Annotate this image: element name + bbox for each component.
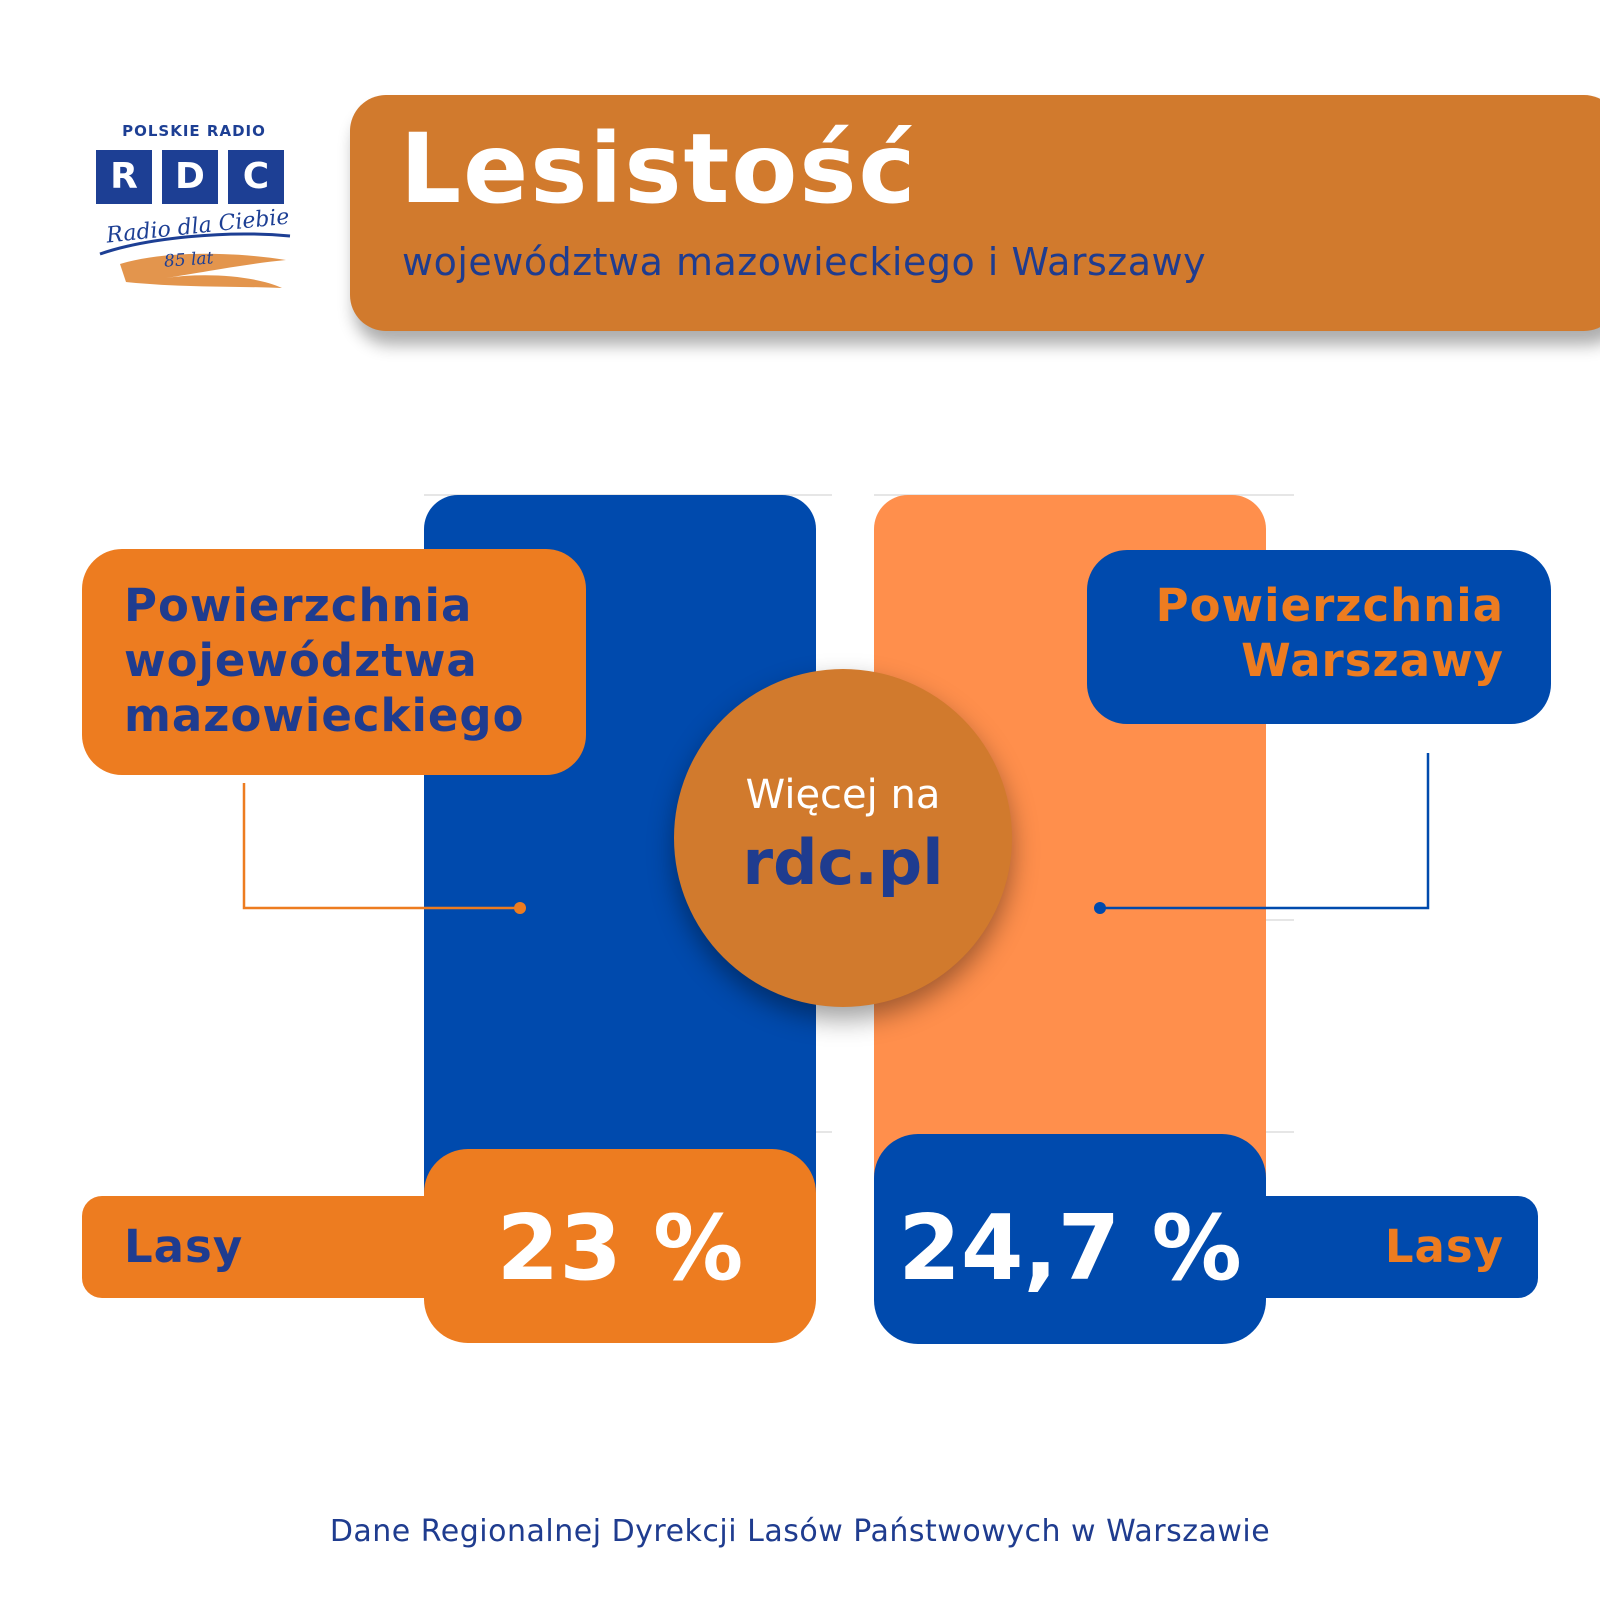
header-banner (350, 95, 1600, 331)
category-label-left-line2: województwa (124, 634, 478, 687)
rdc-logo: POLSKIE RADIO R D C Radio dla Ciebie 85 … (96, 122, 296, 312)
data-label-right: 24,7 % (898, 1196, 1242, 1301)
category-label-box-right (1087, 550, 1551, 724)
promo-line1: Więcej na (745, 772, 941, 818)
logo-top-text: POLSKIE RADIO (122, 122, 266, 140)
logo-letter-r: R (96, 150, 152, 204)
connector-right (1100, 753, 1430, 910)
legend-label-left: Lasy (124, 1220, 244, 1273)
forest-value-box-right (874, 1134, 1266, 1344)
category-label-right-line1: Powierzchnia (1155, 579, 1504, 632)
page-title: Lesistość (400, 113, 918, 225)
connector-left-dot (514, 902, 526, 914)
logo-letter-d: D (162, 150, 218, 204)
forest-value-box-left (424, 1149, 816, 1343)
category-label-left: Powierzchnia województwa mazowieckiego (124, 578, 584, 743)
promo-circle[interactable] (674, 669, 1012, 1007)
connector-left (242, 783, 520, 910)
logo-brush-icon (99, 232, 291, 288)
page-subtitle: województwa mazowieckiego i Warszawy (402, 240, 1207, 284)
category-label-box-left (82, 549, 586, 775)
promo-link[interactable]: rdc.pl (742, 826, 944, 899)
connector-right-dot (1094, 902, 1106, 914)
source-note: Dane Regionalnej Dyrekcji Lasów Państwow… (329, 1514, 1271, 1549)
logo-letter-c: C (228, 150, 284, 204)
category-label-right: Powierzchnia Warszawy (1100, 578, 1504, 688)
legend-label-right: Lasy (1384, 1220, 1504, 1273)
category-label-right-line2: Warszawy (1241, 634, 1504, 687)
category-label-left-line1: Powierzchnia (124, 579, 473, 632)
category-label-left-line3: mazowieckiego (124, 689, 525, 742)
data-label-left: 23 % (496, 1196, 744, 1301)
